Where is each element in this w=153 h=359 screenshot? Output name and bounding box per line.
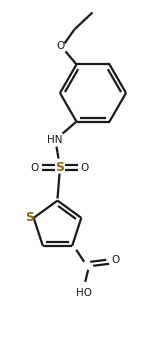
Text: S: S xyxy=(55,161,64,174)
Text: O: O xyxy=(80,163,89,173)
Text: S: S xyxy=(25,211,34,224)
Text: HO: HO xyxy=(76,288,92,298)
Text: O: O xyxy=(56,41,65,51)
Text: HN: HN xyxy=(47,135,62,145)
Text: O: O xyxy=(111,255,119,265)
Text: O: O xyxy=(30,163,39,173)
